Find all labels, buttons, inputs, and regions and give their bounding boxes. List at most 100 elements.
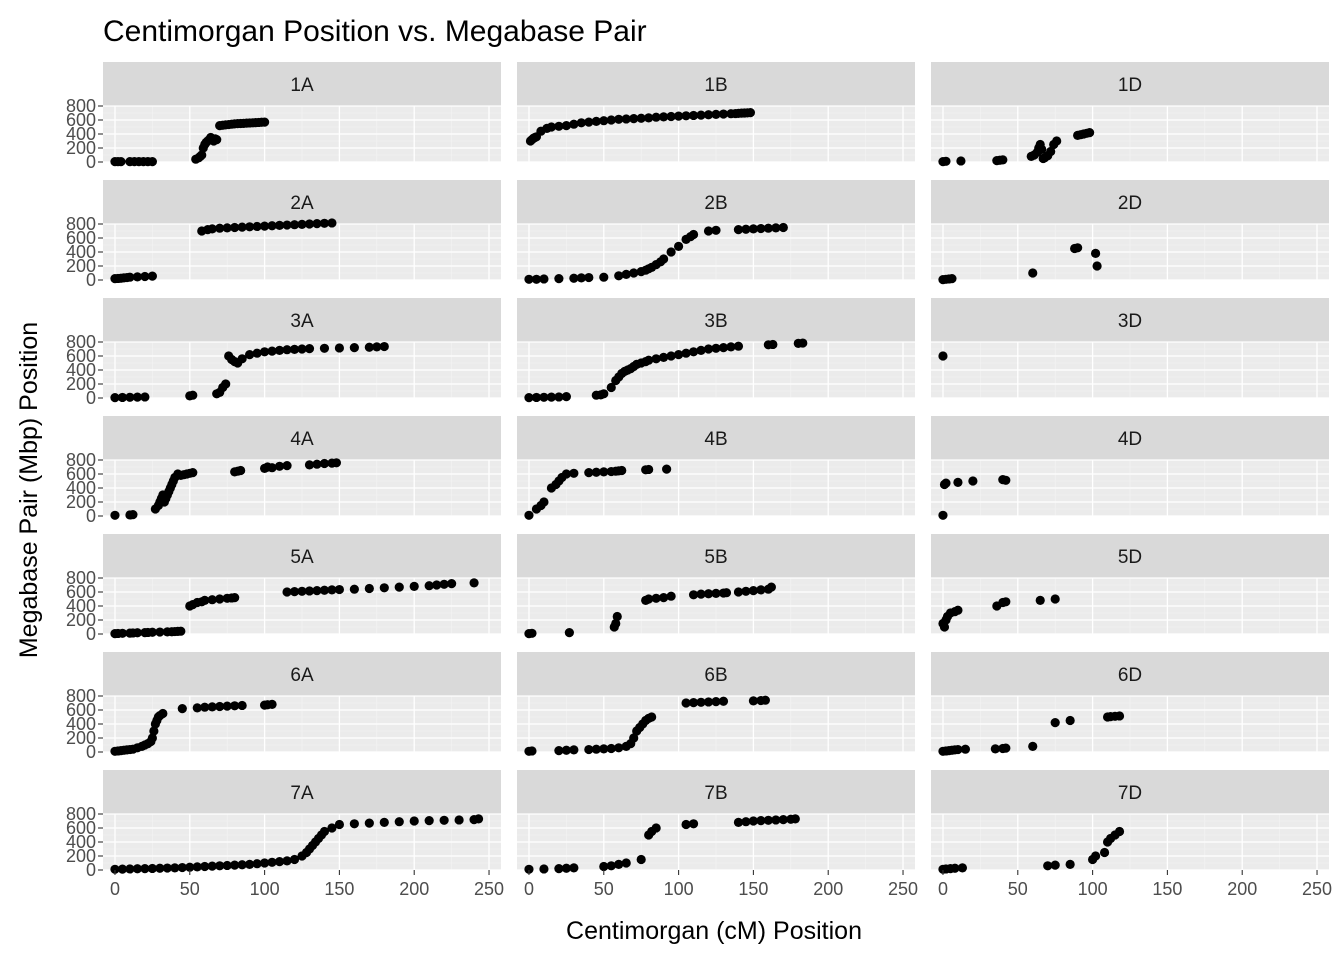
data-point-6a	[200, 702, 210, 712]
data-point-5a	[424, 581, 434, 591]
data-point-5b	[659, 593, 669, 603]
panel-7b: 7B 0 50 100 150 200 250	[517, 770, 918, 899]
data-point-5b	[564, 628, 574, 638]
data-point-2b	[531, 274, 542, 284]
strip-6b	[517, 652, 915, 696]
data-point-2b	[763, 223, 773, 233]
data-point-2a	[304, 219, 315, 229]
data-point-2a	[215, 223, 225, 233]
data-point-2a	[282, 220, 292, 230]
data-point-2a	[312, 219, 322, 229]
data-point-2a	[327, 218, 337, 228]
data-point-2a	[252, 221, 262, 232]
strip-3b	[517, 298, 915, 342]
data-point-5a	[379, 583, 389, 593]
x-tick-label: 200	[1227, 879, 1257, 899]
data-point-1a	[212, 135, 222, 145]
data-point-5b	[651, 593, 661, 603]
data-point-4a	[282, 461, 292, 471]
data-point-7b	[569, 863, 579, 873]
y-tick-label: 800	[66, 804, 96, 824]
data-point-7d	[1090, 851, 1101, 861]
data-point-7b	[741, 817, 751, 827]
data-point-3a	[297, 344, 307, 354]
data-point-6b	[760, 695, 770, 705]
data-point-3a	[349, 343, 359, 353]
data-point-7a	[147, 863, 157, 874]
data-point-7d	[1114, 826, 1125, 837]
panel-5d: 5D	[931, 534, 1329, 635]
y-tick-label: 200	[66, 610, 96, 630]
data-point-6b	[647, 712, 657, 722]
data-point-5a	[200, 595, 210, 606]
data-point-6a	[230, 701, 240, 711]
panel-3b: 3B	[517, 298, 915, 403]
data-point-5b	[703, 589, 714, 599]
data-point-3a	[132, 392, 143, 402]
data-point-1b	[599, 116, 609, 126]
x-tick-label: 150	[1152, 879, 1182, 899]
data-point-7a	[132, 864, 143, 874]
data-point-5d	[1035, 595, 1045, 606]
data-point-6a	[267, 699, 277, 710]
data-point-3a	[282, 345, 292, 355]
strip-label-4d: 4D	[1118, 429, 1142, 450]
data-point-7a	[454, 815, 464, 825]
data-point-1b	[636, 113, 646, 123]
data-point-5a	[327, 585, 337, 595]
data-point-1b	[546, 122, 557, 132]
data-point-7a	[349, 819, 359, 829]
data-point-7a	[200, 861, 210, 872]
data-point-7b	[681, 819, 691, 830]
data-point-3a	[188, 390, 198, 400]
y-tick-label: 400	[66, 478, 96, 498]
data-point-4a	[188, 468, 198, 478]
data-point-6b	[591, 744, 601, 754]
data-point-3a	[372, 342, 382, 352]
data-point-7a	[170, 863, 180, 873]
data-point-6d	[1050, 718, 1060, 728]
data-point-1b	[651, 112, 661, 122]
data-point-2a	[147, 271, 157, 281]
data-point-5b	[688, 590, 699, 600]
strip-2a	[103, 180, 501, 224]
data-point-3a	[304, 344, 315, 354]
data-point-6b	[711, 697, 721, 707]
data-point-7a	[162, 863, 172, 873]
data-point-4d	[968, 476, 978, 486]
y-tick-label: 800	[66, 450, 96, 470]
data-point-4b	[617, 465, 627, 476]
strip-7a	[103, 770, 501, 814]
data-point-7a	[334, 819, 345, 830]
data-point-7a	[177, 862, 187, 873]
data-point-5a	[409, 581, 419, 592]
data-point-7b	[688, 819, 699, 829]
data-point-7b	[606, 861, 616, 871]
strip-label-3d: 3D	[1118, 311, 1142, 332]
data-point-4b	[584, 468, 594, 478]
panel-4d: 4D	[931, 416, 1329, 520]
data-point-7a	[379, 817, 389, 828]
data-point-5a	[304, 586, 315, 596]
data-point-3a	[252, 348, 262, 358]
panel-3d: 3D	[931, 298, 1329, 399]
y-tick-label: 400	[66, 360, 96, 380]
y-tick-label: 200	[66, 492, 96, 512]
strip-2d	[931, 180, 1329, 224]
data-point-5d	[1050, 594, 1060, 604]
data-point-5b	[748, 586, 759, 596]
data-point-6b	[688, 698, 699, 708]
data-point-6a	[177, 704, 187, 714]
y-tick-label: 200	[66, 138, 96, 158]
data-point-7b	[599, 861, 609, 872]
data-point-6b	[569, 745, 579, 755]
data-point-4b	[644, 464, 654, 475]
x-tick-label: 0	[524, 879, 534, 899]
data-point-6d	[960, 744, 971, 754]
data-point-3b	[524, 393, 534, 403]
data-point-6d	[1028, 741, 1038, 752]
